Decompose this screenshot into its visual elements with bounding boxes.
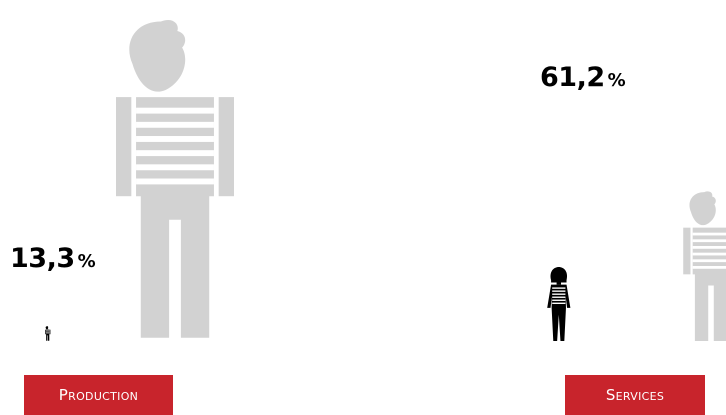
reference-figure-services	[683, 191, 726, 341]
value-figure-production	[45, 326, 51, 341]
value-label-production: 13,3%	[10, 243, 96, 274]
reference-figure-production	[116, 20, 234, 338]
value-figure-services	[547, 267, 571, 341]
category-label-services: Services	[565, 375, 705, 415]
category-label-production: Production	[24, 375, 173, 415]
value-label-services: 61,2%	[540, 62, 626, 93]
